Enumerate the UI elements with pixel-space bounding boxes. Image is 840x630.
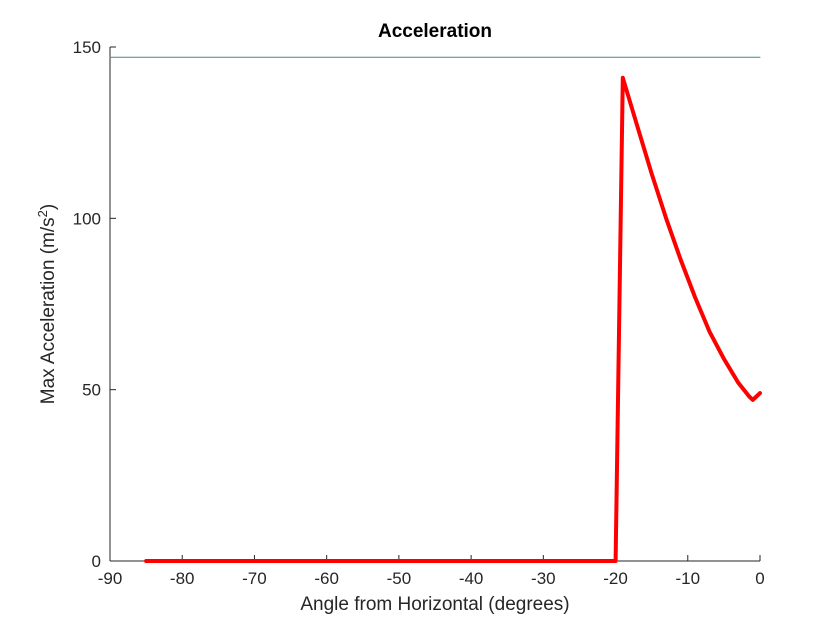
x-tick-label: -80 [170, 569, 195, 588]
x-tick-label: -90 [98, 569, 123, 588]
x-tick-label: -40 [459, 569, 484, 588]
chart-title: Acceleration [378, 21, 492, 42]
y-axis-ticks: 0 50 100 150 [73, 38, 116, 571]
x-axis-ticks: -90 -80 -70 -60 -50 -40 -30 -20 -10 0 [98, 555, 765, 588]
series-line-max-acceleration [144, 75, 762, 563]
axes [109, 47, 760, 562]
y-tick-label: 150 [73, 38, 101, 57]
x-tick-label: -60 [314, 569, 339, 588]
y-axis-label: Max Acceleration (m/s2) [35, 204, 60, 404]
x-tick-label: 0 [755, 569, 764, 588]
x-tick-label: -20 [603, 569, 628, 588]
y-tick-label: 0 [92, 552, 101, 571]
y-tick-label: 100 [73, 209, 101, 228]
x-tick-label: -30 [531, 569, 556, 588]
x-tick-label: -50 [387, 569, 412, 588]
x-tick-label: -70 [242, 569, 267, 588]
series-layer [109, 56, 762, 563]
y-axis-label-superscript: 2 [35, 210, 50, 217]
y-tick-label: 50 [82, 381, 101, 400]
y-axis-label-main: Max Acceleration (m/s [38, 217, 59, 404]
y-axis-label-tail: ) [38, 204, 59, 210]
x-tick-label: -10 [675, 569, 700, 588]
x-axis-label: Angle from Horizontal (degrees) [300, 594, 569, 615]
